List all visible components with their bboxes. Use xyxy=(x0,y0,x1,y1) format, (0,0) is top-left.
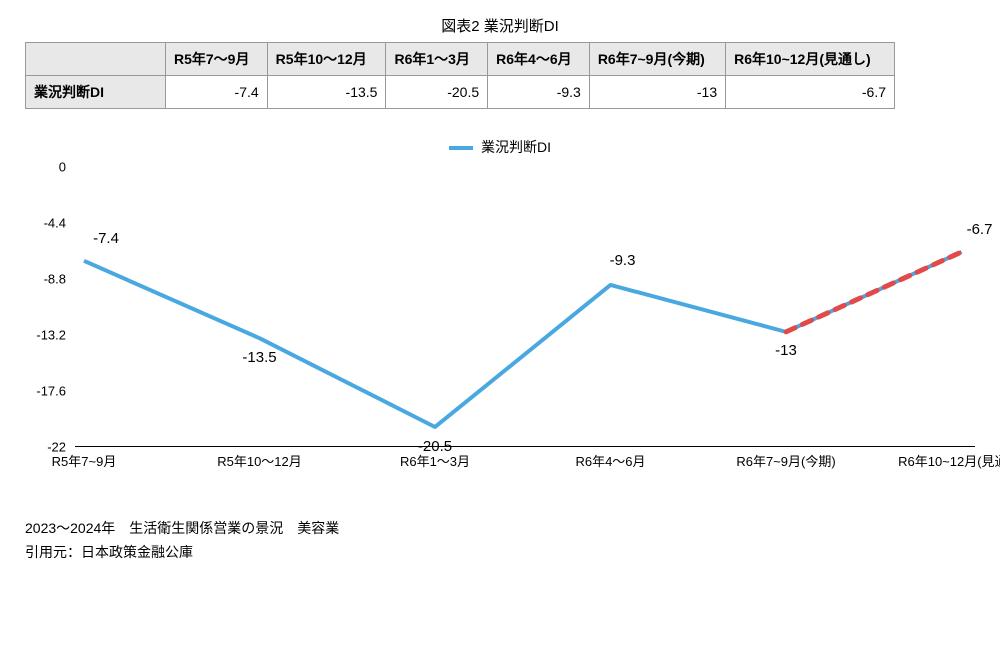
table-col-header: R5年7～9月 xyxy=(166,43,268,76)
y-tick-label: -4.4 xyxy=(44,216,66,231)
y-tick-label: -17.6 xyxy=(36,384,66,399)
row-label: 業況判断DI xyxy=(26,76,166,109)
data-label: -13 xyxy=(775,342,797,359)
x-tick-label: R5年7~9月 xyxy=(52,451,117,470)
table-col-header: R6年10~12月(見通し) xyxy=(726,43,895,76)
chart-svg xyxy=(75,167,975,446)
legend-line-icon xyxy=(449,146,473,150)
forecast-line xyxy=(786,252,962,332)
data-label: -7.4 xyxy=(93,230,119,247)
y-axis-labels: 0-4.4-8.8-13.2-17.6-22 xyxy=(25,167,70,477)
x-tick-label: R6年10~12月(見通し) xyxy=(898,451,1000,470)
footer-line2: 引用元：日本政策金融公庫 xyxy=(25,541,975,565)
x-tick-label: R6年1～3月 xyxy=(400,451,470,470)
y-tick-label: -8.8 xyxy=(44,272,66,287)
table-cell: -9.3 xyxy=(488,76,590,109)
y-tick-label: -13.2 xyxy=(36,328,66,343)
table-cell: -20.5 xyxy=(386,76,488,109)
table-col-header: R6年1～3月 xyxy=(386,43,488,76)
series-line xyxy=(84,252,962,427)
table-col-header: R6年4～6月 xyxy=(488,43,590,76)
data-label: -9.3 xyxy=(610,252,636,269)
plot-area: -7.4-13.5-20.5-9.3-13-6.7 xyxy=(75,167,975,447)
footer: 2023～2024年 生活衛生関係営業の景況 美容業 引用元：日本政策金融公庫 xyxy=(25,517,975,565)
legend-label: 業況判断DI xyxy=(481,139,551,155)
table-cell: -6.7 xyxy=(726,76,895,109)
chart-title: 図表2 業況判断DI xyxy=(25,15,975,36)
x-tick-label: R5年10～12月 xyxy=(217,451,302,470)
table-row: 業況判断DI -7.4-13.5-20.5-9.3-13-6.7 xyxy=(26,76,895,109)
y-tick-label: 0 xyxy=(59,160,66,175)
data-table: R5年7～9月R5年10～12月R6年1～3月R6年4～6月R6年7~9月(今期… xyxy=(25,42,895,109)
table-cell: -7.4 xyxy=(166,76,268,109)
x-tick-label: R6年4～6月 xyxy=(575,451,645,470)
line-chart: 0-4.4-8.8-13.2-17.6-22 -7.4-13.5-20.5-9.… xyxy=(25,167,975,477)
footer-line1: 2023～2024年 生活衛生関係営業の景況 美容業 xyxy=(25,517,975,541)
chart-legend: 業況判断DI xyxy=(25,137,975,157)
data-label: -13.5 xyxy=(242,349,276,366)
x-axis-labels: R5年7~9月R5年10～12月R6年1～3月R6年4～6月R6年7~9月(今期… xyxy=(75,451,975,477)
table-cell: -13.5 xyxy=(267,76,386,109)
table-corner xyxy=(26,43,166,76)
x-tick-label: R6年7~9月(今期) xyxy=(736,451,835,470)
table-header-row: R5年7～9月R5年10～12月R6年1～3月R6年4～6月R6年7~9月(今期… xyxy=(26,43,895,76)
table-cell: -13 xyxy=(589,76,725,109)
data-label: -6.7 xyxy=(967,221,993,238)
table-col-header: R5年10～12月 xyxy=(267,43,386,76)
table-col-header: R6年7~9月(今期) xyxy=(589,43,725,76)
